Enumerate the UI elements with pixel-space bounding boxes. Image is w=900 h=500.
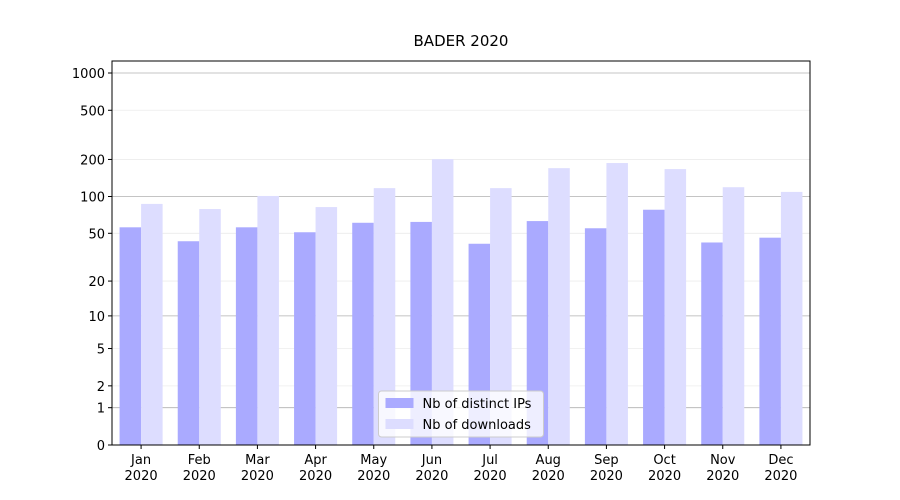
bar <box>257 195 279 445</box>
y-tick-label: 20 <box>88 275 105 290</box>
bar <box>294 232 316 445</box>
bar <box>431 159 454 445</box>
legend-swatch <box>385 398 414 408</box>
x-tick-label: Oct 2020 <box>648 453 682 484</box>
y-tick-label: 2 <box>97 380 105 395</box>
bar <box>759 237 781 445</box>
bars <box>119 159 803 446</box>
y-tick-label: 1 <box>97 402 105 417</box>
x-tick-label: Jun 2020 <box>415 453 449 484</box>
y-tick-label: 100 <box>80 191 105 206</box>
x-tick-label: May 2020 <box>357 453 391 484</box>
y-tick-label: 5 <box>97 343 105 358</box>
bar <box>780 191 803 445</box>
bar <box>141 203 163 445</box>
x-tick-label: Nov 2020 <box>706 453 740 484</box>
x-tick-label: Jul 2020 <box>473 453 507 484</box>
bar <box>373 188 396 445</box>
y-tick-label: 1000 <box>72 67 105 82</box>
bar <box>664 169 687 446</box>
x-tick-label: Sep 2020 <box>589 453 623 484</box>
x-tick-label: Dec 2020 <box>764 453 798 484</box>
y-tick-label: 200 <box>80 153 105 168</box>
bar <box>410 221 432 445</box>
y-tick-label: 0 <box>97 439 105 454</box>
bar <box>548 168 570 445</box>
legend: Nb of distinct IPs Nb of downloads <box>378 390 544 438</box>
x-tick-label: Aug 2020 <box>531 453 565 484</box>
x-tick-label: Apr 2020 <box>299 453 333 484</box>
x-tick-label: Mar 2020 <box>240 453 274 484</box>
bar <box>722 187 745 445</box>
chart-title: BADER 2020 <box>414 32 509 50</box>
bar <box>352 222 374 445</box>
bar <box>490 188 512 445</box>
grid <box>112 72 810 446</box>
y-tick-label: 500 <box>80 104 105 119</box>
bar <box>119 227 142 445</box>
x-tick-label: Feb 2020 <box>182 453 216 484</box>
bar <box>701 242 723 445</box>
bar <box>584 228 607 445</box>
legend-swatch <box>385 419 414 429</box>
bar <box>315 207 338 445</box>
bar <box>643 209 665 445</box>
x-tick-label: Jan 2020 <box>124 453 158 484</box>
bar <box>235 227 258 445</box>
bar <box>606 163 628 446</box>
bar <box>199 209 221 445</box>
legend-label: Nb of downloads <box>423 418 532 433</box>
y-tick-label: 10 <box>88 310 105 325</box>
y-tick-label: 50 <box>88 227 105 242</box>
legend-box <box>378 390 544 438</box>
axes-frame <box>111 60 811 446</box>
bar <box>526 221 549 445</box>
bar <box>177 241 200 445</box>
legend-label: Nb of distinct IPs <box>423 397 532 412</box>
